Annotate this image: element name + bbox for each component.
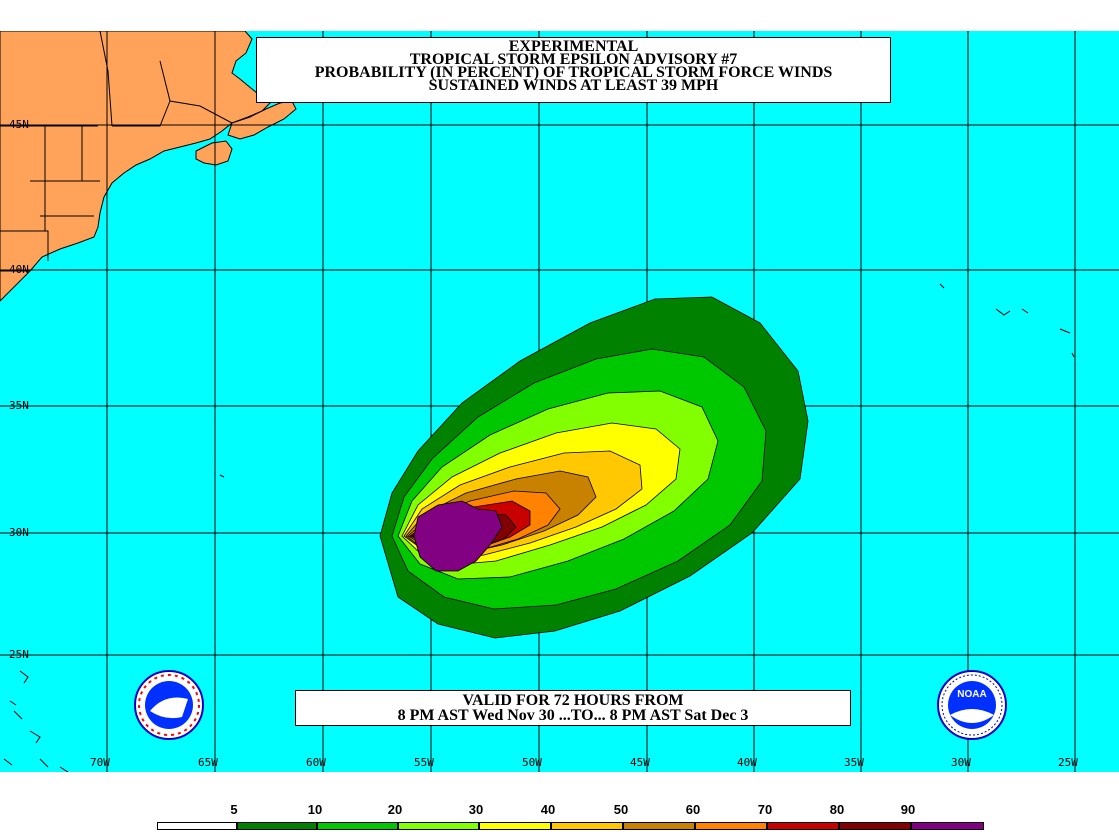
title-line-3: PROBABILITY (IN PERCENT) OF TROPICAL STO… bbox=[314, 64, 833, 81]
scale-label-40: 40 bbox=[540, 802, 556, 817]
caribbean-islands bbox=[3, 283, 1075, 772]
state-borders bbox=[0, 31, 233, 272]
scale-swatch-7 bbox=[695, 822, 767, 830]
valid-line-2: 8 PM AST Wed Nov 30 ...TO... 8 PM AST Sa… bbox=[397, 707, 749, 724]
lon-label-60w: 60W bbox=[306, 756, 326, 769]
lat-label-25n: 25N bbox=[9, 648, 29, 661]
scale-swatch-3 bbox=[398, 822, 479, 830]
scale-swatch-4 bbox=[479, 822, 551, 830]
map-canvas: NOAA bbox=[0, 31, 1119, 772]
lon-label-50w: 50W bbox=[522, 756, 542, 769]
scale-swatch-8 bbox=[767, 822, 839, 830]
scale-label-70: 70 bbox=[757, 802, 773, 817]
lat-label-40n: 40N bbox=[9, 263, 29, 276]
scale-label-80: 80 bbox=[829, 802, 845, 817]
lat-label-30n: 30N bbox=[9, 526, 29, 539]
scale-swatch-0 bbox=[157, 822, 237, 830]
lon-label-35w: 35W bbox=[844, 756, 864, 769]
land-newfoundland-south bbox=[195, 140, 233, 166]
scale-swatch-1 bbox=[237, 822, 317, 830]
title-line-1: EXPERIMENTAL bbox=[508, 38, 639, 55]
contour-90-plus bbox=[413, 500, 503, 572]
scale-label-5: 5 bbox=[230, 802, 238, 817]
lat-label-45n: 45N bbox=[9, 118, 29, 131]
lon-label-45w: 45W bbox=[630, 756, 650, 769]
scale-label-10: 10 bbox=[307, 802, 323, 817]
title-line-2: TROPICAL STORM EPSILON ADVISORY #7 bbox=[409, 51, 738, 68]
lon-label-30w: 30W bbox=[951, 756, 971, 769]
lon-label-25w: 25W bbox=[1058, 756, 1078, 769]
lat-label-35n: 35N bbox=[9, 399, 29, 412]
noaa-logo-text: NOAA bbox=[957, 689, 986, 700]
valid-period-box: VALID FOR 72 HOURS FROM 8 PM AST Wed Nov… bbox=[295, 690, 851, 726]
valid-line-1: VALID FOR 72 HOURS FROM bbox=[462, 692, 684, 709]
lon-label-70w: 70W bbox=[90, 756, 110, 769]
scale-label-60: 60 bbox=[685, 802, 701, 817]
lon-label-40w: 40W bbox=[737, 756, 757, 769]
land-nova-scotia bbox=[227, 100, 297, 140]
scale-label-50: 50 bbox=[613, 802, 629, 817]
nws-logo bbox=[134, 670, 204, 740]
scale-label-30: 30 bbox=[468, 802, 484, 817]
scale-swatch-2 bbox=[317, 822, 398, 830]
land-north-america bbox=[0, 31, 271, 302]
noaa-logo: NOAA bbox=[937, 670, 1007, 740]
lon-label-65w: 65W bbox=[198, 756, 218, 769]
probability-contours bbox=[379, 296, 809, 639]
scale-label-90: 90 bbox=[900, 802, 916, 817]
lon-label-55w: 55W bbox=[414, 756, 434, 769]
scale-swatch-9 bbox=[839, 822, 911, 830]
scale-swatch-5 bbox=[551, 822, 623, 830]
title-box: EXPERIMENTAL TROPICAL STORM EPSILON ADVI… bbox=[256, 37, 891, 103]
title-line-4: SUSTAINED WINDS AT LEAST 39 MPH bbox=[428, 77, 719, 94]
scale-swatch-10 bbox=[911, 822, 984, 830]
scale-swatch-6 bbox=[623, 822, 695, 830]
scale-label-20: 20 bbox=[387, 802, 403, 817]
